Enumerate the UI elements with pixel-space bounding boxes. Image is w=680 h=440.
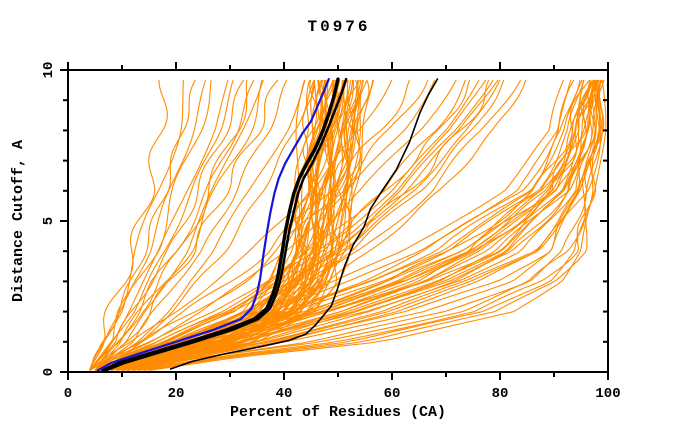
- orange-model-curve: [94, 79, 306, 371]
- orange-model-curve: [100, 79, 324, 372]
- orange-model-curve: [94, 79, 255, 371]
- orange-model-curve: [121, 79, 596, 372]
- chart-title: T0976: [307, 18, 370, 36]
- y-tick-label: 0: [41, 368, 57, 376]
- tick-labels: 0 20 40 60 80 100 0 5 10: [41, 62, 621, 402]
- axis-ticks: [60, 62, 609, 380]
- orange-model-curve: [89, 79, 207, 371]
- orange-model-curve: [127, 79, 364, 372]
- x-axis-label: Percent of Residues (CA): [230, 404, 446, 421]
- y-tick-label: 5: [41, 217, 57, 225]
- x-tick-label: 20: [168, 386, 185, 402]
- orange-model-curve: [148, 79, 374, 372]
- orange-model-curve: [94, 79, 288, 371]
- orange-model-curve: [89, 79, 245, 371]
- orange-model-curve: [89, 79, 168, 371]
- orange-model-curve: [89, 79, 196, 371]
- orange-model-curve: [111, 79, 591, 372]
- orange-model-curve: [89, 79, 234, 371]
- orange-model-curve: [89, 79, 410, 371]
- x-tick-label: 0: [64, 386, 72, 402]
- orange-model-curve: [100, 79, 306, 371]
- orange-model-curve: [94, 79, 263, 371]
- orange-model-curve: [132, 79, 603, 372]
- x-tick-label: 80: [492, 386, 509, 402]
- x-tick-label: 40: [276, 386, 293, 402]
- orange-model-curve: [132, 79, 364, 371]
- orange-model-curve: [105, 79, 327, 371]
- orange-model-curve: [94, 79, 487, 372]
- orange-model-curve: [89, 79, 212, 371]
- model-curves: [89, 77, 607, 373]
- y-axis-label: Distance Cutoff, A: [10, 140, 27, 302]
- orange-model-curve: [116, 79, 600, 372]
- model-black-thick-curve: [101, 77, 340, 373]
- orange-model-curve: [121, 79, 605, 372]
- orange-model-curve: [143, 79, 374, 372]
- orange-model-curve: [138, 79, 602, 372]
- model-blue-curve: [96, 78, 330, 372]
- orange-model-curve: [94, 79, 264, 371]
- orange-model-curve: [105, 79, 501, 372]
- orange-model-curve: [100, 79, 316, 371]
- orange-model-curve: [116, 79, 348, 372]
- orange-model-curve: [121, 79, 596, 372]
- orange-model-curve: [127, 79, 605, 372]
- orange-model-curve: [143, 79, 604, 372]
- orange-model-curve: [116, 79, 597, 372]
- orange-model-curve: [89, 79, 429, 371]
- orange-model-curve: [148, 79, 607, 372]
- model-black-thin-curve: [169, 78, 439, 370]
- x-tick-label: 60: [384, 386, 401, 402]
- x-tick-label: 100: [595, 386, 620, 402]
- y-tick-label: 10: [41, 62, 57, 79]
- orange-model-curve: [121, 79, 355, 372]
- orange-model-curve: [100, 79, 323, 371]
- orange-model-curve: [132, 79, 602, 372]
